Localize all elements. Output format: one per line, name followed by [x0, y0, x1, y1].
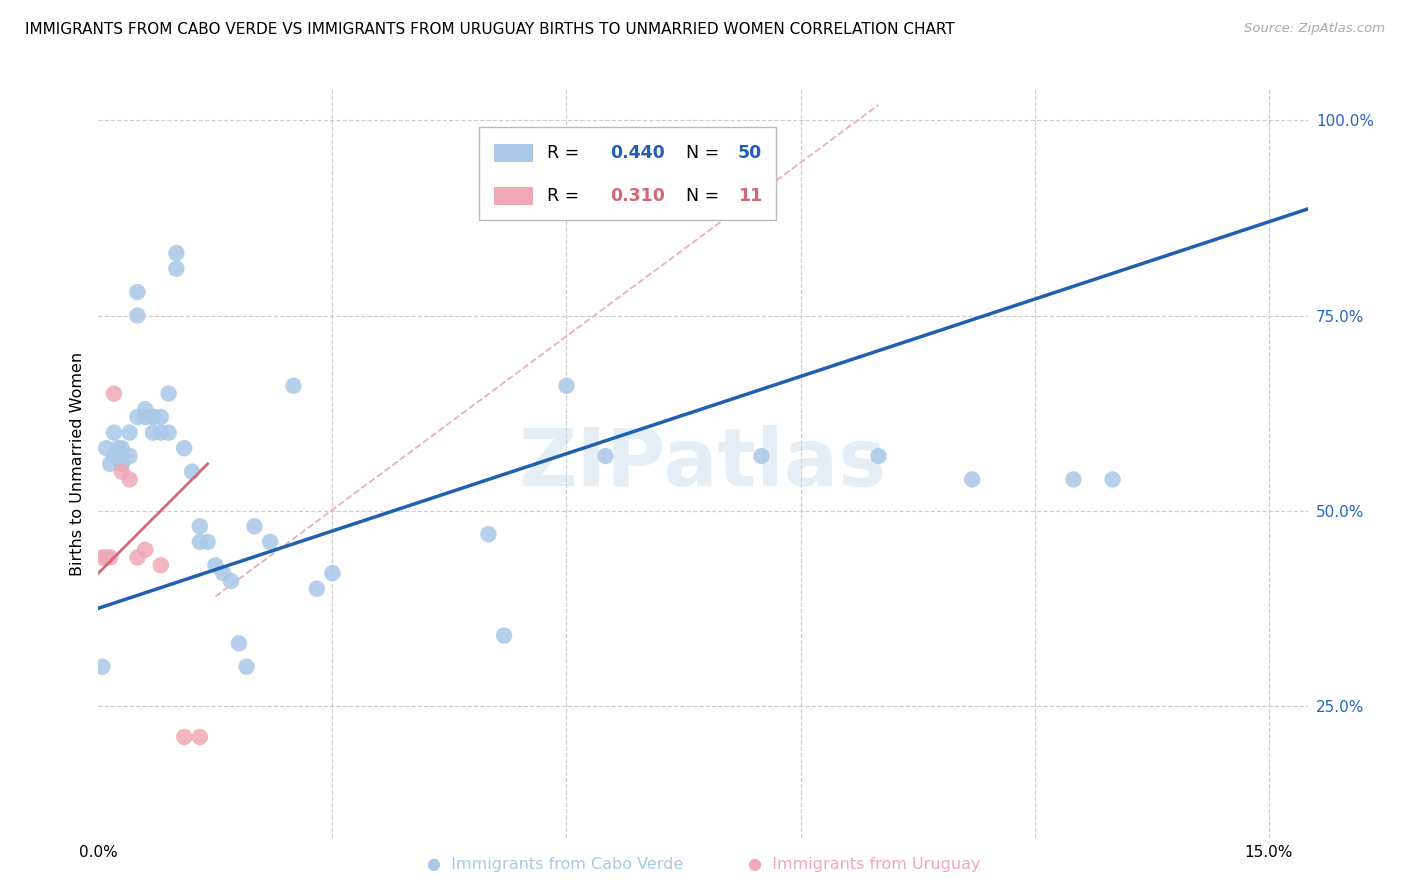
Point: [91, 550, 114, 565]
Text: 0.310: 0.310: [610, 187, 665, 205]
Text: R =: R =: [547, 145, 585, 162]
Point: [118, 425, 141, 440]
Point: [868, 449, 890, 463]
Point: [235, 660, 257, 674]
Point: [960, 473, 983, 487]
Point: [243, 519, 266, 533]
Point: [283, 379, 305, 393]
Point: [142, 410, 165, 425]
Point: [127, 410, 149, 425]
Point: [149, 558, 172, 573]
Point: [165, 246, 187, 260]
Point: [98, 550, 121, 565]
Text: 0.440: 0.440: [610, 145, 665, 162]
Point: [96, 442, 118, 456]
Point: [96, 550, 118, 565]
Point: [173, 442, 195, 456]
Point: [111, 449, 134, 463]
Point: [142, 410, 165, 425]
Text: ●  Immigrants from Cabo Verde: ● Immigrants from Cabo Verde: [427, 857, 683, 872]
Point: [127, 285, 149, 300]
Point: [134, 402, 156, 417]
Point: [149, 425, 172, 440]
Point: [134, 410, 156, 425]
Text: IMMIGRANTS FROM CABO VERDE VS IMMIGRANTS FROM URUGUAY BIRTHS TO UNMARRIED WOMEN : IMMIGRANTS FROM CABO VERDE VS IMMIGRANTS…: [25, 22, 955, 37]
Text: N =: N =: [686, 145, 725, 162]
Point: [118, 449, 141, 463]
Point: [127, 550, 149, 565]
Point: [188, 519, 211, 533]
Text: Source: ZipAtlas.com: Source: ZipAtlas.com: [1244, 22, 1385, 36]
Point: [165, 261, 187, 276]
Text: N =: N =: [686, 187, 725, 205]
Point: [157, 386, 180, 401]
Point: [142, 425, 165, 440]
Point: [127, 309, 149, 323]
Point: [118, 473, 141, 487]
Point: [91, 660, 114, 674]
Y-axis label: Births to Unmarried Women: Births to Unmarried Women: [69, 351, 84, 576]
Point: [173, 730, 195, 744]
Point: [149, 410, 172, 425]
Point: [555, 379, 578, 393]
Point: [188, 730, 211, 744]
Text: 50: 50: [738, 145, 762, 162]
Point: [134, 542, 156, 557]
Point: [188, 535, 211, 549]
Point: [477, 527, 499, 541]
Text: 11: 11: [738, 187, 762, 205]
Point: [157, 425, 180, 440]
Point: [751, 449, 773, 463]
Point: [595, 449, 617, 463]
Text: R =: R =: [547, 187, 585, 205]
Point: [107, 442, 129, 456]
Point: [111, 465, 134, 479]
FancyBboxPatch shape: [494, 145, 533, 162]
Point: [1101, 473, 1123, 487]
Point: [212, 566, 235, 581]
Point: [111, 442, 134, 456]
Point: [204, 558, 226, 573]
Point: [181, 465, 204, 479]
Point: [219, 574, 242, 588]
Point: [103, 386, 125, 401]
Point: [494, 629, 516, 643]
Point: [103, 425, 125, 440]
Point: [259, 535, 281, 549]
Point: [103, 449, 125, 463]
Text: ZIPatlas: ZIPatlas: [519, 425, 887, 503]
Point: [98, 457, 121, 471]
Point: [228, 636, 250, 650]
Point: [111, 457, 134, 471]
Point: [305, 582, 328, 596]
Point: [321, 566, 343, 581]
FancyBboxPatch shape: [494, 187, 533, 205]
FancyBboxPatch shape: [479, 127, 776, 220]
Point: [197, 535, 219, 549]
Text: ●  Immigrants from Uruguay: ● Immigrants from Uruguay: [748, 857, 981, 872]
Point: [1063, 473, 1085, 487]
Point: [111, 457, 134, 471]
